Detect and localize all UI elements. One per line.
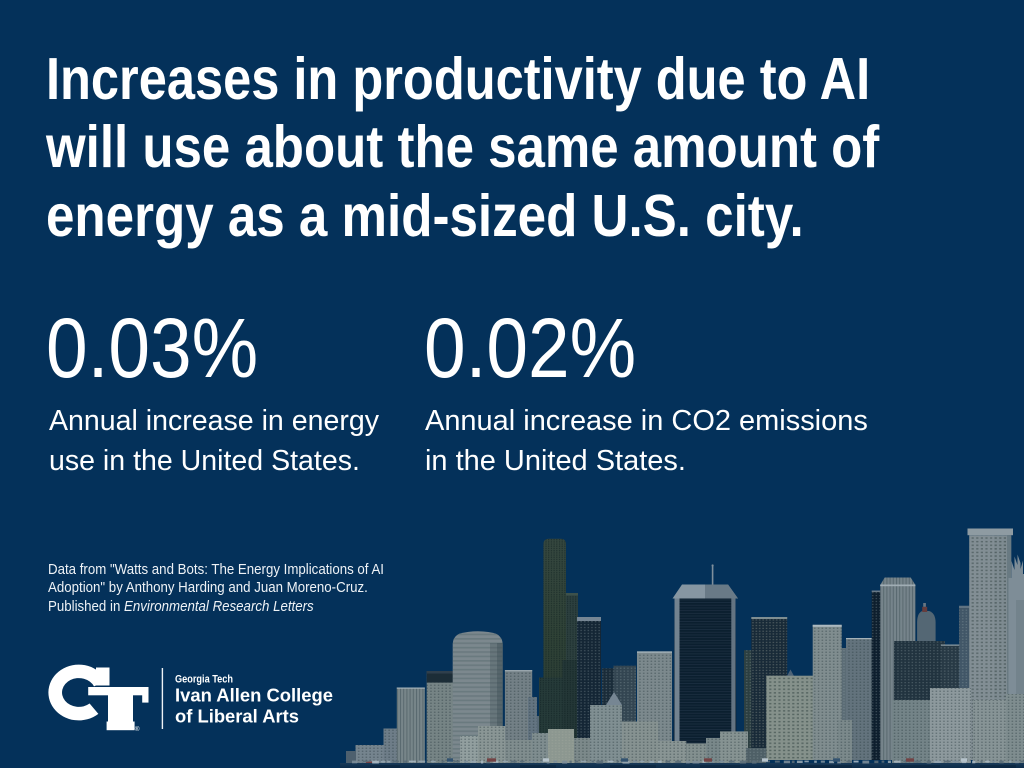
svg-text:of Liberal Arts: of Liberal Arts <box>175 707 299 727</box>
svg-text:®: ® <box>135 725 140 733</box>
svg-text:Georgia Tech: Georgia Tech <box>175 674 233 686</box>
svg-text:Ivan Allen College: Ivan Allen College <box>175 685 333 705</box>
